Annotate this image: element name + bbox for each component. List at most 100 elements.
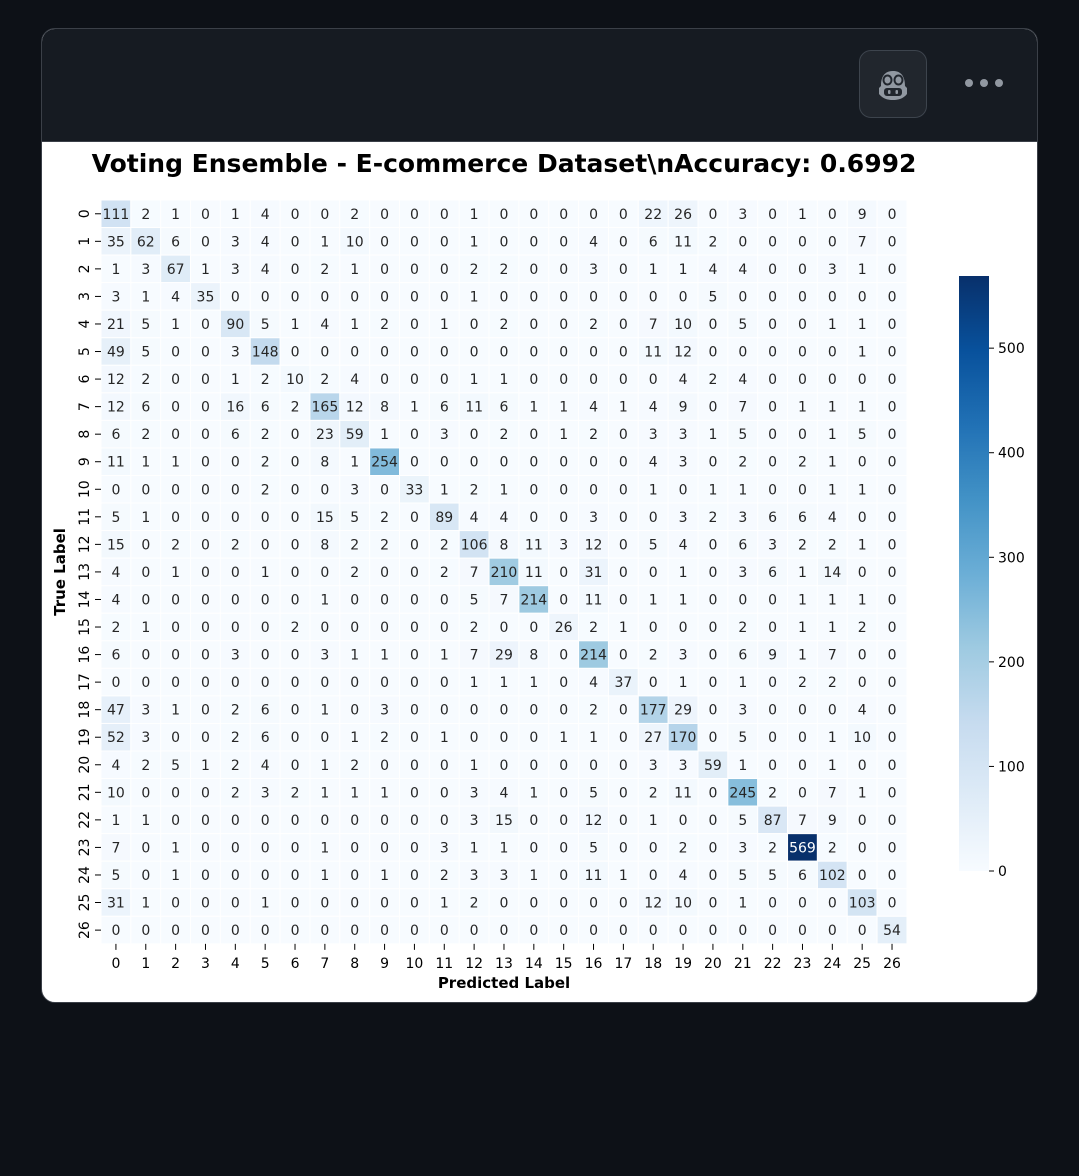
cell-value-label: 0 xyxy=(589,455,598,471)
cell-value-label: 1 xyxy=(828,317,837,333)
cell-value-label: 5 xyxy=(768,868,777,884)
y-tick-label: 6 xyxy=(77,375,93,384)
heatmap-cell xyxy=(846,778,878,807)
cell-value-label: 14 xyxy=(823,565,841,581)
heatmap-cell xyxy=(249,557,281,587)
heatmap-cell xyxy=(458,282,490,311)
cell-value-label: 1 xyxy=(350,262,359,278)
cell-value-label: 0 xyxy=(888,289,897,305)
cell-value-label: 0 xyxy=(440,923,449,939)
heatmap-cell xyxy=(339,640,371,669)
heatmap-cell xyxy=(607,750,639,780)
cell-value-label: 1 xyxy=(440,730,449,746)
heatmap-cell xyxy=(578,502,609,532)
cell-value-label: 0 xyxy=(589,896,598,912)
cell-value-label: 5 xyxy=(738,730,747,746)
cell-value-label: 0 xyxy=(231,510,240,526)
heatmap-cell xyxy=(249,612,281,642)
heatmap-cell xyxy=(458,722,490,752)
cell-value-label: 0 xyxy=(529,427,538,443)
heatmap-cell xyxy=(578,337,609,366)
heatmap-cell xyxy=(219,254,251,284)
x-tick-label: 9 xyxy=(380,956,389,972)
cell-value-label: 0 xyxy=(171,482,180,498)
cell-value-label: 0 xyxy=(291,592,300,608)
cell-value-label: 0 xyxy=(410,510,419,526)
cell-value-label: 0 xyxy=(500,703,509,719)
y-tick-label: 26 xyxy=(77,921,93,939)
more-options-button[interactable] xyxy=(954,65,1014,101)
x-tick-label: 19 xyxy=(674,956,692,972)
x-tick-label: 5 xyxy=(261,956,270,972)
x-tick-label: 3 xyxy=(201,956,210,972)
heatmap-cell xyxy=(816,337,848,366)
cell-value-label: 3 xyxy=(738,703,747,719)
heatmap-cell xyxy=(160,612,192,642)
cell-value-label: 2 xyxy=(649,648,658,664)
cell-value-label: 0 xyxy=(888,455,897,471)
heatmap-cell xyxy=(339,805,371,835)
cell-value-label: 0 xyxy=(559,510,568,526)
cell-value-label: 0 xyxy=(291,896,300,912)
cell-value-label: 2 xyxy=(589,317,598,333)
cell-value-label: 0 xyxy=(201,840,210,856)
heatmap-cell xyxy=(548,530,580,559)
heatmap-cell xyxy=(578,667,609,697)
y-tick-label: 3 xyxy=(77,292,93,301)
heatmap-cell xyxy=(488,750,520,780)
heatmap-cell xyxy=(399,833,430,862)
heatmap-cell xyxy=(667,364,699,394)
cell-value-label: 5 xyxy=(111,868,120,884)
cell-value-label: 0 xyxy=(171,592,180,608)
cell-value-label: 89 xyxy=(435,510,453,526)
cell-value-label: 1 xyxy=(171,703,180,719)
cell-value-label: 29 xyxy=(674,703,692,719)
cell-value-label: 0 xyxy=(261,868,270,884)
heatmap-cell xyxy=(309,640,341,669)
cell-value-label: 0 xyxy=(440,455,449,471)
cell-value-label: 2 xyxy=(500,262,509,278)
cell-value-label: 2 xyxy=(231,537,240,553)
y-tick-label: 2 xyxy=(77,264,93,273)
heatmap-cell xyxy=(727,199,759,229)
heatmap-cell xyxy=(637,309,669,339)
cell-value-label: 1 xyxy=(500,372,509,388)
copilot-button[interactable] xyxy=(859,50,927,118)
cell-value-label: 0 xyxy=(350,868,359,884)
cell-value-label: 7 xyxy=(828,648,837,664)
heatmap-cell xyxy=(309,502,341,532)
cell-value-label: 0 xyxy=(141,648,150,664)
heatmap-cells xyxy=(100,199,908,945)
heatmap-cell xyxy=(548,860,580,890)
y-tick-label: 22 xyxy=(77,811,93,829)
cell-value-label: 0 xyxy=(291,730,300,746)
cell-value-label: 0 xyxy=(798,289,807,305)
cell-value-label: 1 xyxy=(470,758,479,774)
cell-value-label: 6 xyxy=(798,510,807,526)
cell-value-label: 6 xyxy=(738,648,747,664)
x-tick-label: 17 xyxy=(614,956,632,972)
x-tick-label: 8 xyxy=(350,956,359,972)
heatmap-cell xyxy=(727,557,759,587)
cell-value-label: 0 xyxy=(798,482,807,498)
cell-value-label: 0 xyxy=(798,785,807,801)
y-tick-label: 10 xyxy=(77,480,93,498)
cell-value-label: 1 xyxy=(470,372,479,388)
heatmap-cell xyxy=(458,833,490,862)
cell-value-label: 5 xyxy=(589,840,598,856)
heatmap-cell xyxy=(697,502,729,532)
cell-value-label: 2 xyxy=(589,703,598,719)
heatmap-cell xyxy=(548,392,580,421)
cell-value-label: 0 xyxy=(888,482,897,498)
heatmap-cell xyxy=(518,337,550,366)
cell-value-label: 0 xyxy=(231,840,240,856)
heatmap-cell xyxy=(100,392,132,421)
cell-value-label: 0 xyxy=(768,758,777,774)
cell-value-label: 0 xyxy=(410,262,419,278)
cell-value-label: 1 xyxy=(649,262,658,278)
heatmap-cell xyxy=(369,695,400,724)
cell-value-label: 1 xyxy=(679,565,688,581)
heatmap-cell xyxy=(130,860,162,890)
cell-value-label: 0 xyxy=(201,565,210,581)
cell-value-label: 6 xyxy=(171,234,180,250)
